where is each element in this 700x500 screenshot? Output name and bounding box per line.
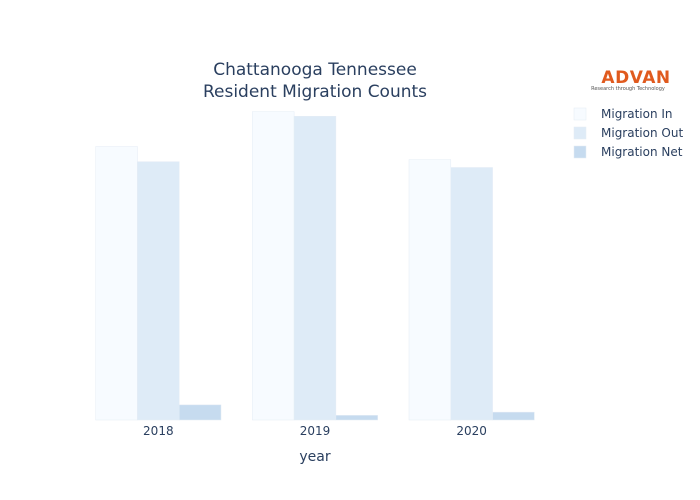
x-axis-title: year bbox=[299, 449, 330, 465]
chart-title: Chattanooga Tennessee Resident Migration… bbox=[203, 60, 427, 102]
legend-label-migration-in[interactable]: Migration In bbox=[601, 107, 673, 121]
x-tick-label-2020: 2020 bbox=[456, 424, 487, 438]
bars-layer bbox=[95, 111, 535, 421]
x-tick-label-2018: 2018 bbox=[143, 424, 174, 438]
bar-migration-net-2020 bbox=[492, 411, 535, 421]
advan-logo: ADVAN Research through Technology bbox=[591, 68, 670, 92]
bar-migration-net-2019 bbox=[335, 415, 378, 421]
legend-swatch-migration-net[interactable] bbox=[573, 145, 587, 159]
legend-label-migration-out[interactable]: Migration Out bbox=[601, 126, 683, 140]
chart-title-line-2: Resident Migration Counts bbox=[203, 82, 427, 102]
bar-migration-out-2018 bbox=[137, 161, 180, 421]
logo-wordmark: ADVAN bbox=[601, 68, 670, 88]
chart-title-line-1: Chattanooga Tennessee bbox=[213, 60, 417, 80]
legend-swatch-migration-out[interactable] bbox=[573, 126, 587, 140]
logo-tagline: Research through Technology bbox=[591, 86, 665, 92]
bar-migration-out-2019 bbox=[293, 116, 337, 421]
x-tick-label-2019: 2019 bbox=[300, 424, 331, 438]
bar-migration-out-2020 bbox=[450, 167, 493, 421]
legend-swatch-migration-in[interactable] bbox=[573, 107, 587, 121]
x-tick-labels: 2018 2019 2020 bbox=[143, 424, 487, 438]
legend: Migration In Migration Out Migration Net bbox=[573, 107, 683, 159]
bar-migration-net-2018 bbox=[178, 404, 222, 421]
bar-migration-in-2019 bbox=[252, 111, 295, 421]
bar-migration-in-2020 bbox=[408, 159, 452, 421]
legend-label-migration-net[interactable]: Migration Net bbox=[601, 145, 683, 159]
bar-migration-in-2018 bbox=[95, 146, 138, 421]
